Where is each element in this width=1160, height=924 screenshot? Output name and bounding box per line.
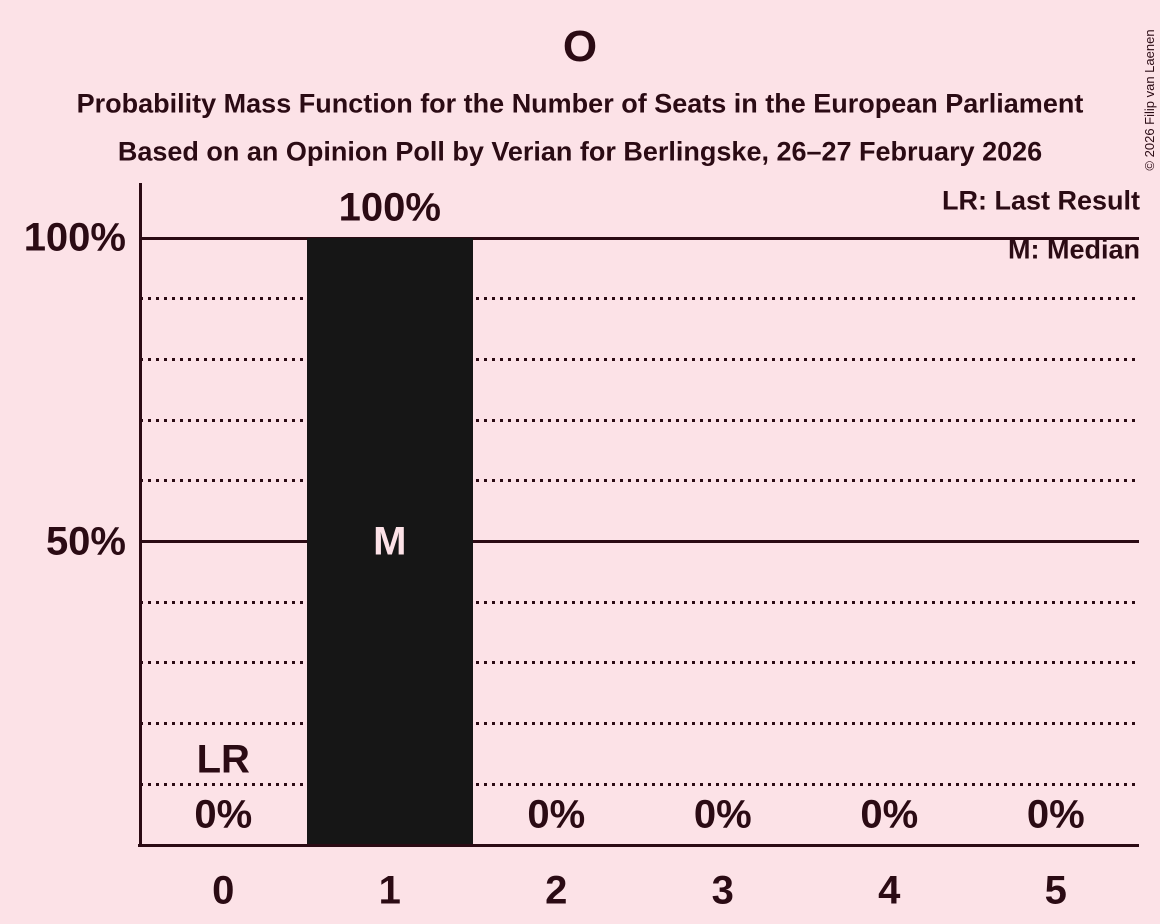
- y-axis-label-50: 50%: [45, 519, 126, 564]
- chart-subtitle-source: Based on an Opinion Poll by Verian for B…: [117, 136, 1043, 167]
- gridline-dotted-90: [140, 297, 1139, 301]
- gridline-solid-50: [140, 540, 1139, 543]
- legend-median: M: Median: [1008, 234, 1140, 265]
- chart-title: O: [562, 22, 598, 71]
- bar-value-label-1: 100%: [338, 185, 441, 230]
- chart-subtitle: Probability Mass Function for the Number…: [76, 88, 1084, 119]
- x-axis-label-5: 5: [1044, 868, 1067, 913]
- x-axis-label-1: 1: [378, 868, 401, 913]
- legend-last-result: LR: Last Result: [941, 185, 1140, 216]
- x-axis-label-4: 4: [878, 868, 901, 913]
- gridline-dotted-10: [140, 782, 1139, 786]
- y-axis-label-100: 100%: [23, 215, 126, 260]
- gridline-dotted-80: [140, 357, 1139, 361]
- copyright-notice: © 2026 Filip van Laenen: [1142, 29, 1157, 171]
- x-axis-label-2: 2: [545, 868, 568, 913]
- gridline-dotted-30: [140, 661, 1139, 665]
- x-axis-line: [138, 844, 1139, 847]
- gridline-dotted-60: [140, 479, 1139, 483]
- gridline-dotted-20: [140, 722, 1139, 726]
- gridline-dotted-40: [140, 600, 1139, 604]
- probability-bar-1: [306, 238, 473, 845]
- gridline-solid-100: [140, 236, 1139, 240]
- y-axis-line: [139, 183, 142, 847]
- x-axis-label-0: 0: [212, 868, 235, 913]
- plot-area: [140, 236, 1139, 845]
- gridline-dotted-70: [140, 418, 1139, 422]
- x-axis-label-3: 3: [711, 868, 734, 913]
